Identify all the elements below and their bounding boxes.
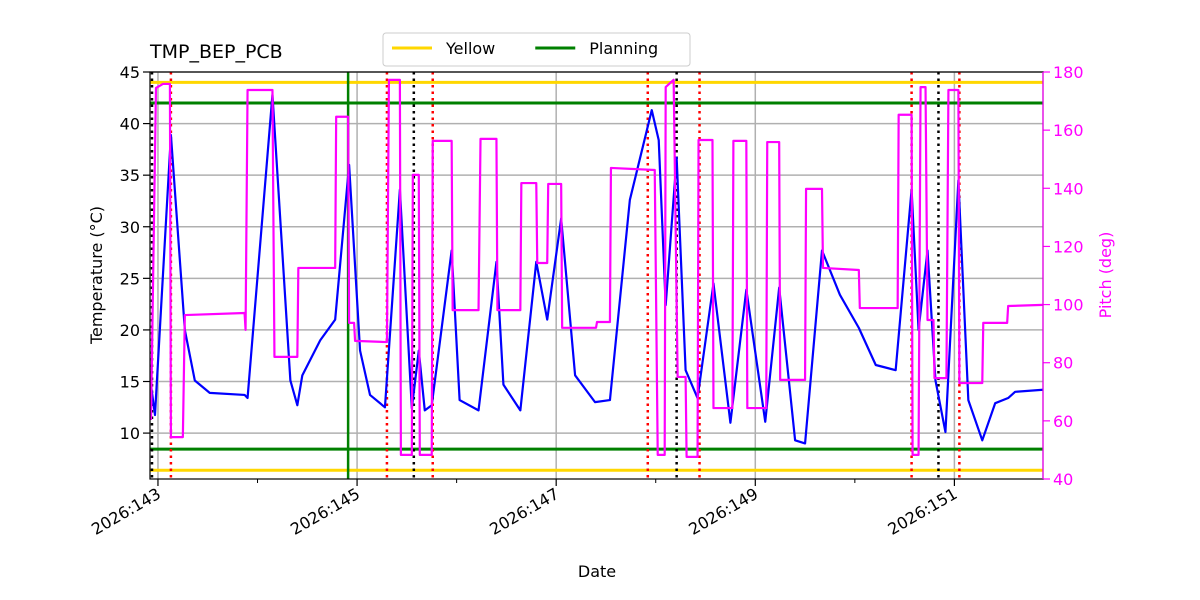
x-axis-label: Date — [578, 562, 616, 581]
y2-axis-label: Pitch (deg) — [1096, 232, 1115, 319]
y-tick-label: 45 — [120, 63, 140, 82]
y2-tick-label: 40 — [1053, 470, 1073, 489]
y2-tick-label: 80 — [1053, 354, 1073, 373]
y2-tick-label: 60 — [1053, 412, 1073, 431]
y-tick-label: 40 — [120, 115, 140, 134]
y2-tick-label: 140 — [1053, 179, 1084, 198]
data-line — [150, 78, 1043, 459]
legend-label: Yellow — [445, 39, 495, 58]
y-tick-label: 15 — [120, 373, 140, 392]
legend-label: Planning — [589, 39, 658, 58]
y-tick-label: 35 — [120, 166, 140, 185]
y-tick-label: 30 — [120, 218, 140, 237]
y-axis-label: Temperature (°C) — [87, 206, 106, 345]
y-tick-label: 25 — [120, 269, 140, 288]
y2-tick-label: 120 — [1053, 237, 1084, 256]
y2-tick-label: 180 — [1053, 63, 1084, 82]
chart-title: TMP_BEP_PCB — [149, 41, 283, 63]
y-tick-label: 10 — [120, 424, 140, 443]
y2-tick-label: 100 — [1053, 296, 1084, 315]
y2-tick-label: 160 — [1053, 121, 1084, 140]
y-tick-label: 20 — [120, 321, 140, 340]
